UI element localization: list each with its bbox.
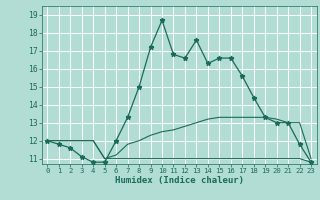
X-axis label: Humidex (Indice chaleur): Humidex (Indice chaleur) — [115, 176, 244, 185]
